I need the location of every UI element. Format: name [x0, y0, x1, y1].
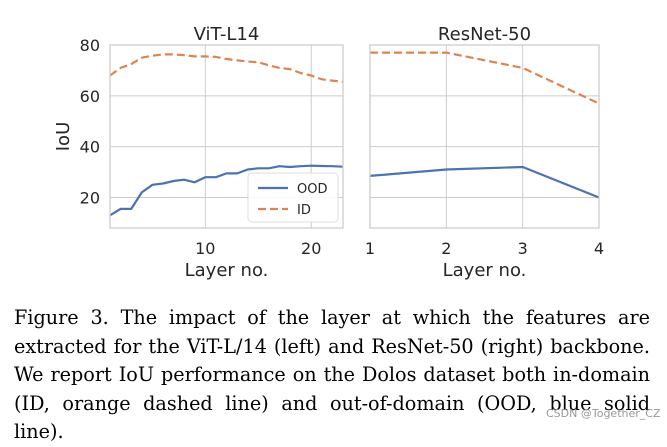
resnet-x-tick-label: 3 — [518, 239, 528, 258]
resnet-series-id-line — [370, 51, 600, 105]
legend: OOD ID — [247, 172, 339, 223]
legend-label-ood: OOD — [297, 182, 327, 197]
vit-x-tick-label: 20 — [301, 239, 321, 258]
resnet-x-tick-label: 1 — [365, 239, 375, 258]
vit-y-tick-label: 60 — [80, 87, 100, 106]
resnet-series-ood-line — [369, 165, 600, 199]
resnet-x-axis-label: Layer no. — [443, 260, 527, 281]
vit-y-tick-label: 40 — [80, 138, 100, 157]
vit-x-tick-label: 10 — [195, 239, 215, 258]
resnet-plot-area — [370, 45, 599, 228]
figure: ViT-L14 10 20 Layer no. 20 40 60 80 IoU OOD ID Res… — [53, 24, 604, 281]
resnet-x-tick-label: 4 — [594, 239, 604, 258]
resnet-x-tick-label: 2 — [441, 239, 451, 258]
figure-caption: Figure 3. The impact of the layer at whi… — [14, 306, 650, 443]
vit-title: ViT-L14 — [194, 24, 260, 45]
panel-resnet: ResNet-50 1 2 3 4 Layer no. — [365, 24, 604, 281]
resnet-frame — [369, 44, 600, 229]
legend-box — [247, 172, 339, 223]
vit-y-tick-label: 20 — [80, 189, 100, 208]
vit-y-axis-label: IoU — [53, 122, 74, 152]
vit-x-axis-label: Layer no. — [185, 260, 269, 281]
vit-series-id-line — [109, 53, 344, 83]
legend-label-id: ID — [297, 203, 311, 218]
vit-frame — [109, 44, 344, 229]
vit-series-ood-line — [109, 164, 344, 217]
watermark: CSDN @Together_CZ — [546, 407, 661, 420]
vit-y-tick-label: 80 — [80, 36, 100, 55]
panel-vit: ViT-L14 10 20 Layer no. 20 40 60 80 IoU OOD ID — [53, 24, 344, 281]
resnet-title: ResNet-50 — [438, 24, 531, 45]
